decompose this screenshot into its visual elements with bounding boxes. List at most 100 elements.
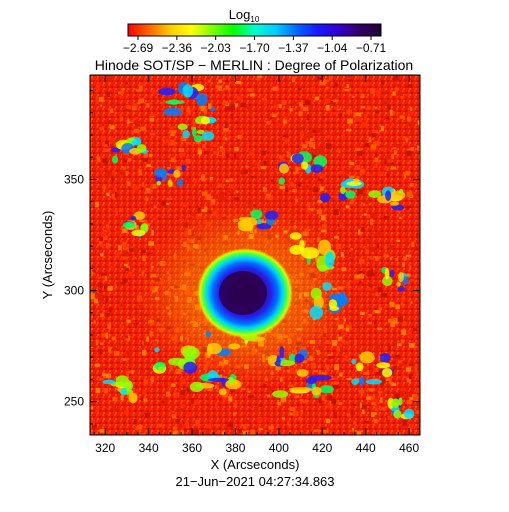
speckle-cell <box>341 134 345 139</box>
speckle-cell <box>405 367 412 372</box>
speckle-cell <box>269 76 273 79</box>
speckle-cell <box>391 123 395 126</box>
speckle-cell <box>371 412 377 417</box>
speckle-cell <box>381 79 385 85</box>
speckle-cell <box>99 432 104 435</box>
speckle-cell <box>126 108 129 111</box>
speckle-cell <box>409 373 412 380</box>
speckle-cell <box>135 426 139 431</box>
speckle-cell <box>351 427 355 432</box>
speckle-cell <box>149 368 153 372</box>
x-tick-label: 400 <box>269 441 289 455</box>
speckle-cell <box>178 148 185 152</box>
speckle-cell <box>303 412 306 416</box>
speckle-cell <box>146 164 151 167</box>
speckle-cell <box>145 188 151 194</box>
speckle-cell <box>225 179 230 183</box>
speckle-cell <box>305 141 312 144</box>
speckle-cell <box>146 103 150 108</box>
speckle-cell <box>374 414 379 418</box>
speckle-cell <box>333 209 339 215</box>
speckle-cell <box>408 122 415 127</box>
speckle-cell <box>321 224 327 229</box>
speckle-cell <box>318 372 322 375</box>
network-patch <box>195 93 208 106</box>
speckle-cell <box>265 120 271 125</box>
network-patch <box>176 178 184 187</box>
speckle-cell <box>400 388 407 392</box>
network-patch <box>182 346 200 360</box>
speckle-cell <box>321 394 325 401</box>
speckle-cell <box>281 417 286 420</box>
speckle-cell <box>222 100 228 106</box>
speckle-cell <box>150 376 155 383</box>
speckle-cell <box>281 100 287 105</box>
speckle-cell <box>332 150 335 155</box>
speckle-cell <box>272 86 279 91</box>
speckle-cell <box>288 384 294 388</box>
speckle-cell <box>90 187 95 190</box>
speckle-cell <box>371 133 376 138</box>
speckle-cell <box>314 429 320 432</box>
speckle-cell <box>135 121 141 127</box>
speckle-cell <box>201 174 206 180</box>
speckle-cell <box>128 271 134 277</box>
speckle-cell <box>122 246 129 250</box>
speckle-cell <box>150 113 156 117</box>
speckle-cell <box>179 408 184 411</box>
speckle-cell <box>407 331 412 337</box>
network-patch <box>201 131 215 141</box>
speckle-cell <box>111 336 117 341</box>
speckle-cell <box>293 410 299 417</box>
speckle-cell <box>298 102 304 107</box>
speckle-cell <box>123 170 129 176</box>
speckle-cell <box>120 116 123 121</box>
speckle-cell <box>390 351 394 355</box>
speckle-cell <box>124 409 130 415</box>
speckle-cell <box>103 148 110 152</box>
speckle-cell <box>180 430 184 435</box>
speckle-cell <box>222 397 227 401</box>
speckle-cell <box>254 163 260 169</box>
speckle-cell <box>273 171 278 177</box>
speckle-cell <box>218 79 223 84</box>
speckle-cell <box>397 359 402 364</box>
speckle-cell <box>187 199 192 203</box>
network-patch <box>319 385 334 394</box>
speckle-cell <box>283 119 286 124</box>
speckle-cell <box>118 91 122 95</box>
speckle-cell <box>126 105 132 110</box>
speckle-cell <box>134 117 139 120</box>
network-patch <box>207 377 229 382</box>
speckle-cell <box>197 147 200 151</box>
speckle-cell <box>269 117 273 120</box>
speckle-cell <box>363 81 369 86</box>
speckle-cell <box>99 244 104 247</box>
network-patch <box>368 190 382 198</box>
speckle-cell <box>145 197 149 202</box>
speckle-cell <box>307 132 313 138</box>
x-axis-ticks: 320 340 360 380 400 420 440 460 <box>93 75 421 455</box>
speckle-cell <box>172 147 176 153</box>
speckle-cell <box>206 423 213 429</box>
speckle-cell <box>276 100 279 104</box>
speckle-cell <box>402 419 407 426</box>
network-patch <box>300 247 320 259</box>
speckle-cell <box>163 399 168 403</box>
speckle-cell <box>176 432 181 435</box>
speckle-cell <box>345 169 352 172</box>
network-patch <box>301 161 309 170</box>
network-patch <box>154 168 167 177</box>
speckle-cell <box>153 205 157 209</box>
speckle-cell <box>224 389 230 395</box>
speckle-cell <box>405 254 412 257</box>
speckle-cell <box>357 189 364 195</box>
speckle-cell <box>233 402 238 408</box>
speckle-cell <box>397 343 402 346</box>
speckle-cell <box>316 76 323 81</box>
speckle-cell <box>360 93 365 99</box>
speckle-cell <box>415 410 420 414</box>
speckle-cell <box>321 214 326 221</box>
speckle-cell <box>142 429 147 432</box>
speckle-cell <box>373 367 377 372</box>
